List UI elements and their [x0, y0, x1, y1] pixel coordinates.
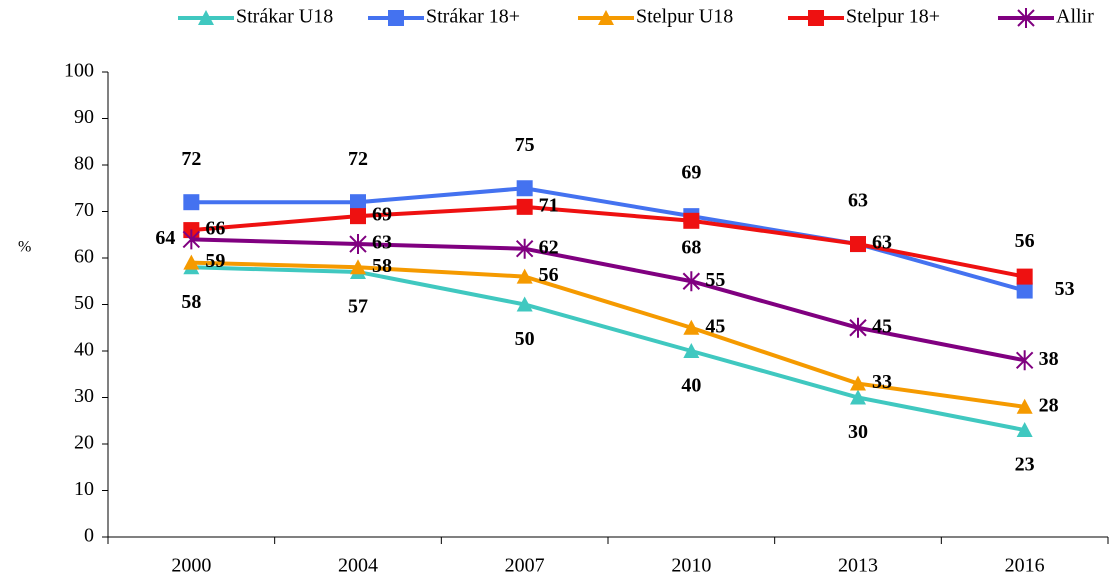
- data-label: 69: [372, 204, 392, 226]
- marker: [516, 180, 533, 197]
- y-tick-label: 90: [74, 106, 94, 128]
- data-label: 53: [1055, 278, 1075, 300]
- x-tick-label: 2013: [838, 555, 878, 577]
- marker: [1015, 350, 1034, 371]
- y-tick-label: 10: [74, 478, 94, 500]
- data-label: 58: [372, 255, 392, 277]
- data-label: 72: [181, 148, 201, 170]
- y-tick-label: 50: [74, 292, 94, 314]
- marker: [183, 194, 200, 211]
- x-tick-label: 2000: [171, 555, 211, 577]
- data-label: 69: [681, 162, 701, 184]
- x-tick-label: 2004: [338, 555, 378, 577]
- data-label: 63: [848, 190, 868, 212]
- data-label: 57: [348, 296, 368, 318]
- data-label: 58: [181, 291, 201, 313]
- data-label: 30: [848, 421, 868, 443]
- data-label: 64: [155, 227, 175, 249]
- y-tick-label: 0: [84, 525, 94, 547]
- legend-label: Stelpur U18: [636, 6, 733, 28]
- legend-marker: [198, 10, 214, 25]
- legend-marker: [388, 10, 404, 26]
- data-label: 71: [539, 194, 559, 216]
- y-tick-label: 70: [74, 199, 94, 221]
- marker: [515, 238, 534, 259]
- marker: [683, 212, 700, 229]
- marker: [516, 198, 533, 215]
- marker: [1016, 268, 1033, 285]
- legend-label: Strákar 18+: [426, 6, 520, 28]
- y-tick-label: 100: [64, 60, 94, 82]
- series-line: [191, 237, 1026, 363]
- legend-label: Strákar U18: [236, 6, 333, 28]
- legend-label: Stelpur 18+: [846, 6, 940, 28]
- marker: [516, 268, 533, 284]
- data-label: 28: [1039, 394, 1059, 416]
- series-line: [191, 204, 1026, 279]
- legend-marker: [598, 10, 614, 25]
- data-label: 45: [872, 315, 892, 337]
- legend-label: Allir: [1056, 6, 1094, 28]
- data-label: 72: [348, 148, 368, 170]
- y-axis-label: %: [18, 239, 31, 256]
- marker: [183, 254, 200, 270]
- y-tick-label: 80: [74, 153, 94, 175]
- series-line: [191, 260, 1025, 409]
- series-line: [191, 186, 1026, 293]
- series-line: [191, 265, 1026, 433]
- marker: [182, 229, 201, 250]
- data-label: 45: [705, 315, 725, 337]
- legend-marker: [1017, 8, 1035, 28]
- marker: [516, 296, 533, 312]
- data-label: 33: [872, 371, 892, 393]
- marker: [1016, 422, 1033, 438]
- data-label: 50: [515, 328, 535, 350]
- marker: [350, 208, 366, 225]
- data-label: 38: [1039, 348, 1059, 370]
- marker: [1016, 282, 1033, 299]
- data-label: 59: [205, 250, 225, 272]
- y-tick-label: 60: [74, 246, 94, 268]
- marker: [850, 375, 866, 391]
- x-tick-label: 2016: [1005, 555, 1045, 577]
- marker: [683, 319, 700, 335]
- data-label: 63: [872, 232, 892, 254]
- data-label: 66: [205, 218, 225, 240]
- data-label: 55: [705, 269, 725, 291]
- data-label: 40: [681, 375, 701, 397]
- y-tick-label: 20: [74, 432, 94, 454]
- legend-marker: [808, 10, 824, 26]
- marker: [349, 234, 367, 255]
- y-tick-label: 40: [74, 339, 94, 361]
- data-label: 63: [372, 232, 392, 254]
- marker: [350, 194, 366, 211]
- data-label: 75: [515, 134, 535, 156]
- data-label: 56: [539, 264, 559, 286]
- marker: [849, 317, 867, 338]
- y-tick-label: 30: [74, 385, 94, 407]
- data-label: 23: [1015, 454, 1035, 476]
- x-tick-label: 2010: [671, 555, 711, 577]
- data-label: 62: [539, 236, 559, 258]
- x-tick-label: 2007: [505, 555, 545, 577]
- data-label: 68: [681, 236, 701, 258]
- marker: [350, 259, 366, 275]
- marker: [682, 271, 701, 292]
- marker: [683, 343, 700, 358]
- data-label: 56: [1015, 230, 1035, 252]
- marker: [850, 389, 866, 405]
- marker: [1016, 398, 1033, 414]
- marker: [850, 236, 866, 253]
